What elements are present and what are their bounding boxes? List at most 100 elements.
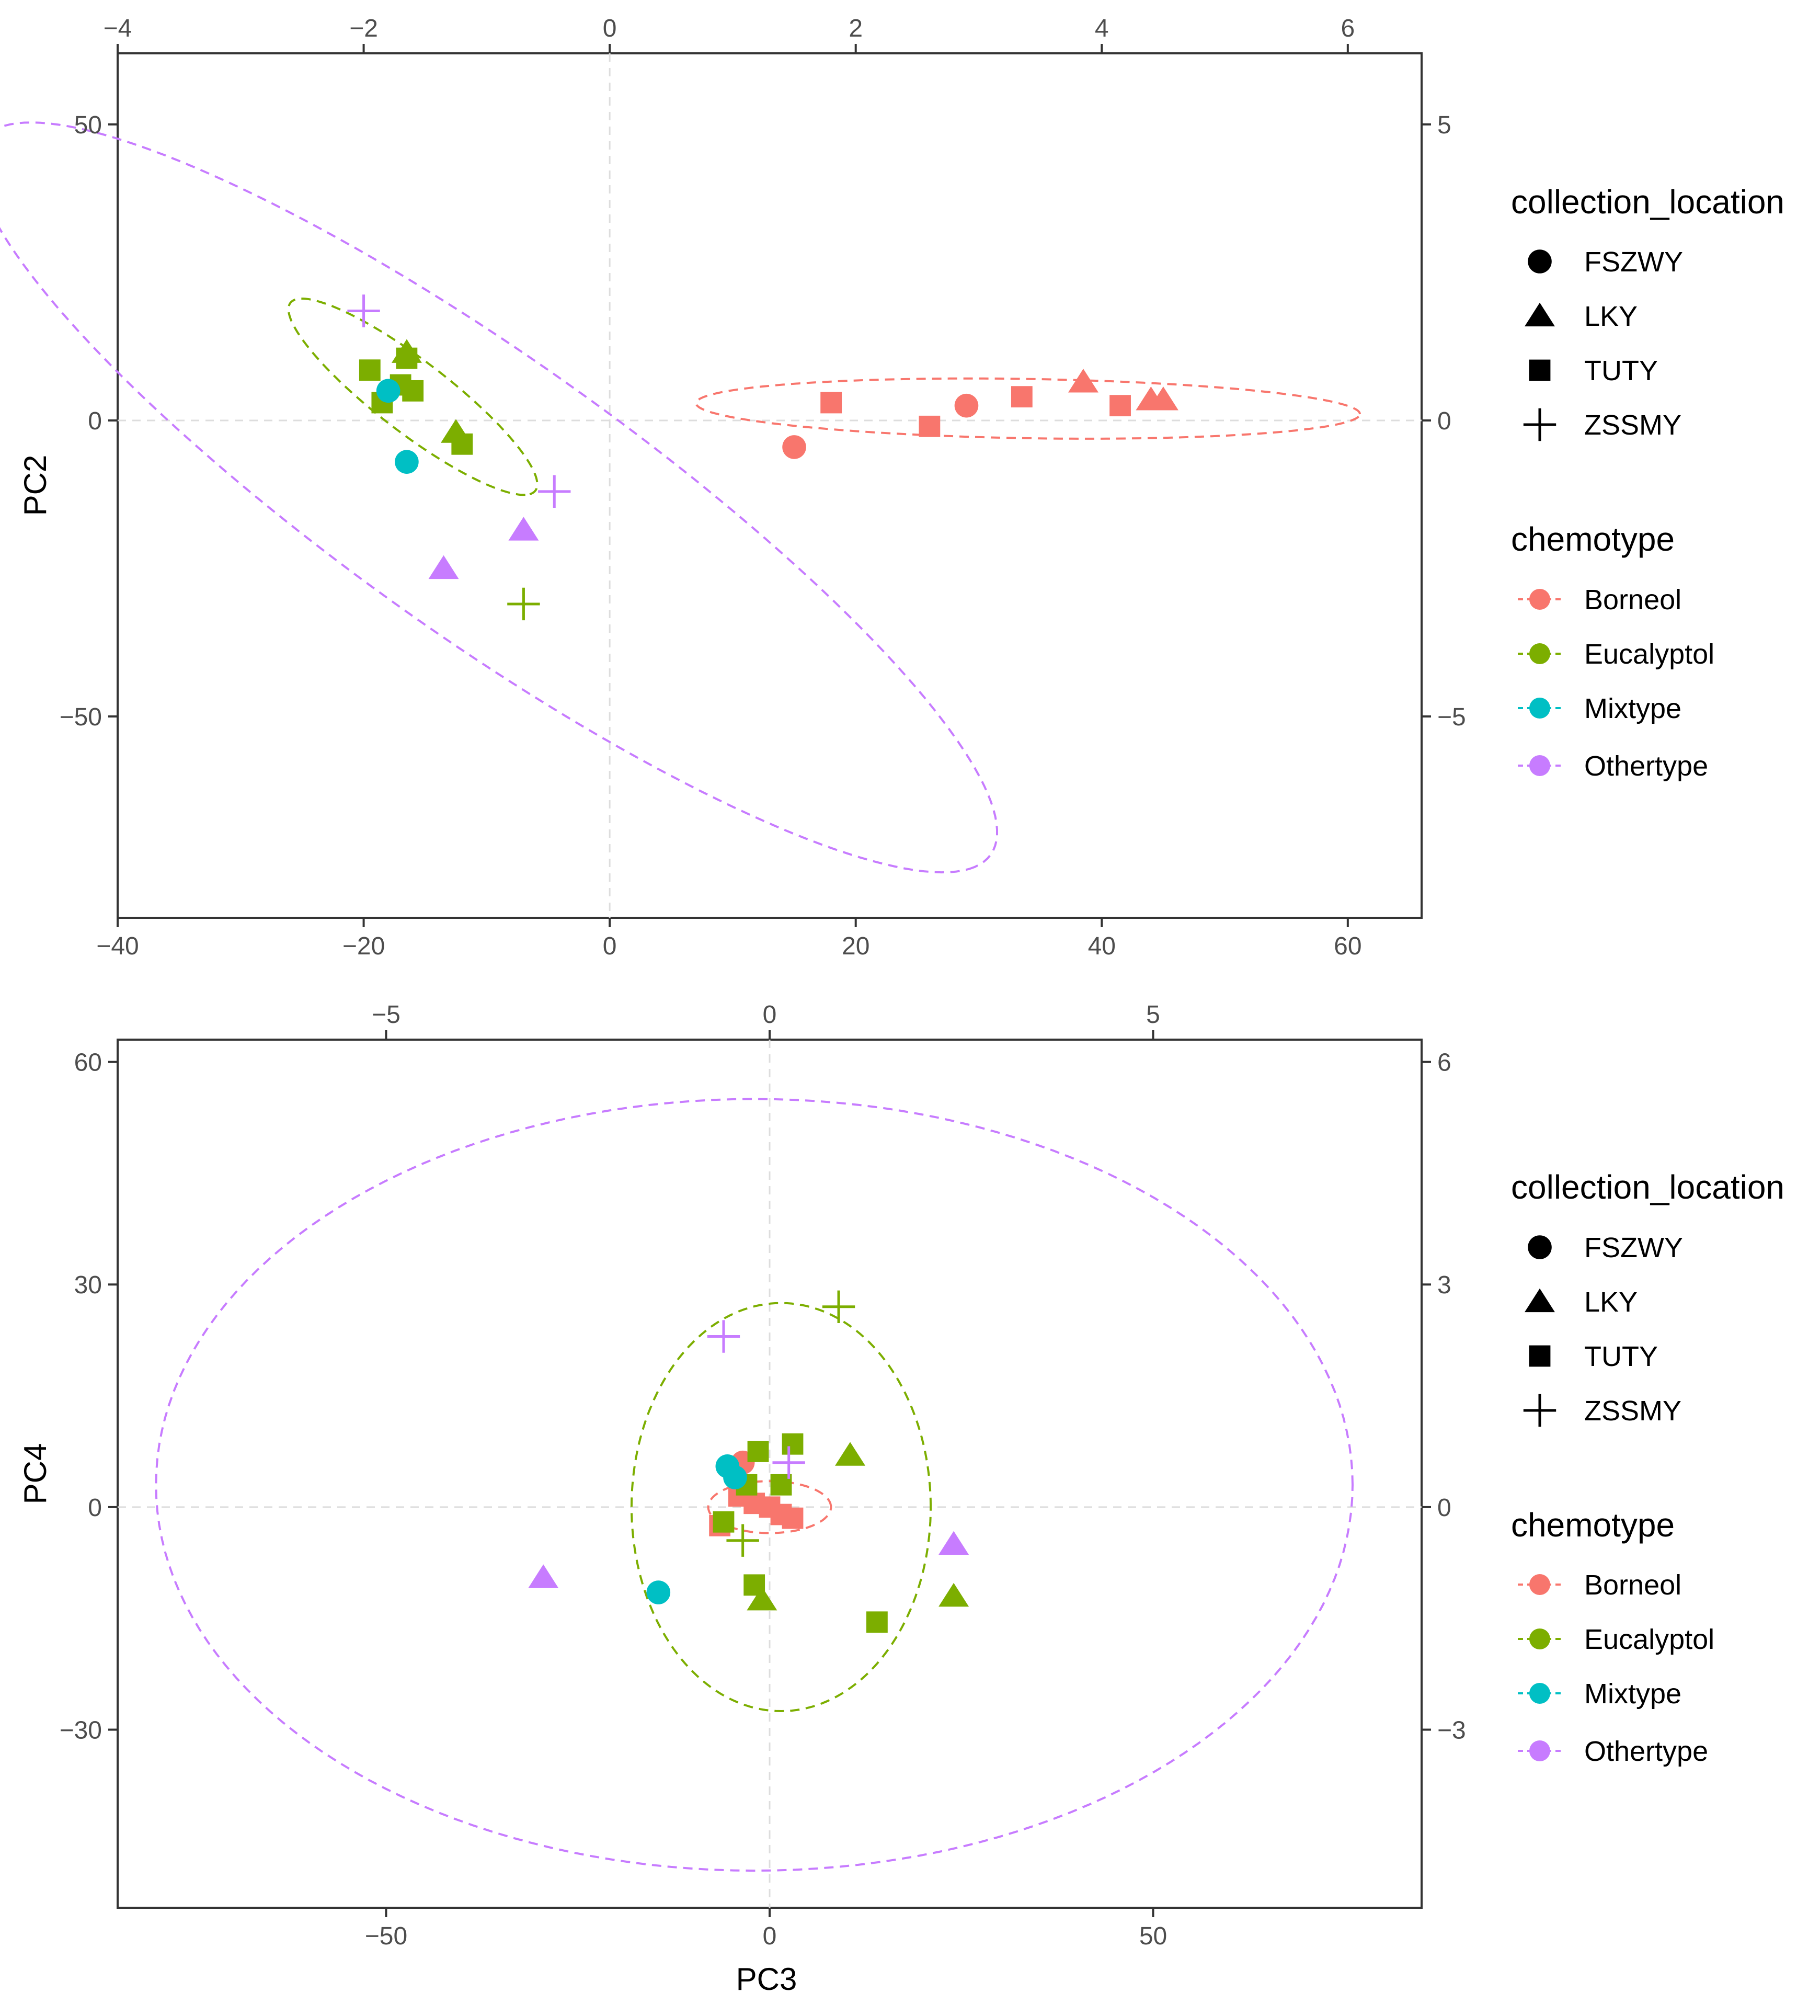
- data-point-othertype-plus: [347, 294, 380, 327]
- data-point-eucalyptol-plus: [507, 587, 540, 621]
- legend-label: ZSSMY: [1584, 1395, 1681, 1427]
- data-point-borneol-triangle: [1068, 369, 1098, 393]
- y-tick-label: 0: [88, 1494, 102, 1522]
- x-tick-label: −50: [365, 1922, 407, 1950]
- data-point-othertype-triangle: [528, 1564, 559, 1588]
- data-point-eucalyptol-triangle: [835, 1442, 866, 1466]
- legend-color-title: chemotype: [1511, 520, 1675, 558]
- legend-item-fszwy: FSZWY: [1528, 246, 1683, 278]
- data-point-mixtype-circle: [646, 1580, 671, 1604]
- top-tick-label: 0: [763, 1001, 777, 1029]
- data-point-othertype-plus: [707, 1320, 740, 1353]
- legend-label: FSZWY: [1584, 1232, 1683, 1263]
- legend-key-dot: [1529, 1574, 1550, 1595]
- y-tick-label: 30: [74, 1271, 102, 1299]
- legend-color-title: chemotype: [1511, 1506, 1675, 1544]
- legend-label: ZSSMY: [1584, 409, 1681, 441]
- legend-label: Othertype: [1584, 1736, 1708, 1767]
- top-tick-label: 0: [603, 15, 617, 42]
- right-tick-label: 0: [1437, 407, 1451, 435]
- top-tick-label: 2: [849, 15, 863, 42]
- legend-label: Othertype: [1584, 750, 1708, 782]
- data-point-borneol-square: [1109, 395, 1131, 417]
- x-axis-title: PC3: [736, 1962, 797, 1997]
- legend-key-circle: [1528, 249, 1552, 274]
- legend-key-dot: [1529, 1628, 1550, 1649]
- data-point-borneol-triangle: [1148, 386, 1178, 411]
- legend-item-borneol: Borneol: [1518, 584, 1681, 616]
- plot-area: [117, 52, 1423, 919]
- legend-shape-title: collection_location: [1511, 183, 1784, 221]
- x-tick-label: −20: [342, 932, 385, 960]
- x-tick-label: 40: [1088, 932, 1116, 960]
- data-point-mixtype-circle: [723, 1465, 747, 1489]
- data-point-othertype-triangle: [428, 555, 459, 579]
- top-tick-label: −5: [372, 1001, 400, 1029]
- y-tick-label: −30: [60, 1716, 102, 1744]
- legend-label: Mixtype: [1584, 693, 1681, 724]
- legend-item-othertype: Othertype: [1518, 1736, 1708, 1767]
- data-point-borneol-square: [1011, 386, 1033, 408]
- legend-key-dot: [1529, 643, 1550, 664]
- legend-label: Eucalyptol: [1584, 1624, 1714, 1655]
- top-tick-label: 5: [1146, 1001, 1160, 1029]
- data-point-eucalyptol-square: [866, 1611, 888, 1633]
- legend-panel-1: collection_location FSZWY LKY TUTY ZSSMY ch…: [1511, 183, 1784, 782]
- x-tick-label: 0: [603, 932, 617, 960]
- data-point-mixtype-circle: [395, 450, 419, 474]
- legend-label: Borneol: [1584, 584, 1681, 616]
- x-tick-label: 60: [1334, 932, 1361, 960]
- legend-item-mixtype: Mixtype: [1518, 1678, 1681, 1710]
- legend-key-plus: [1523, 408, 1556, 441]
- data-point-eucalyptol-plus: [822, 1290, 855, 1323]
- legend-item-zssmy: ZSSMY: [1523, 1394, 1681, 1427]
- x-tick-label: 20: [842, 932, 869, 960]
- data-point-borneol-square: [820, 392, 842, 414]
- legend-key-dot: [1529, 698, 1550, 719]
- data-point-othertype-plus: [538, 475, 571, 508]
- legend-label: LKY: [1584, 1286, 1638, 1318]
- x-tick-label: 50: [1139, 1922, 1167, 1950]
- legend-item-mixtype: Mixtype: [1518, 693, 1681, 724]
- right-tick-label: 0: [1437, 1494, 1451, 1522]
- legend-item-fszwy: FSZWY: [1528, 1232, 1683, 1263]
- data-point-eucalyptol-triangle: [747, 1586, 777, 1611]
- legend-item-lky: LKY: [1525, 301, 1638, 332]
- y-tick-label: 50: [74, 111, 102, 139]
- top-tick-label: −2: [349, 15, 378, 42]
- legend-item-tuty: TUTY: [1529, 355, 1658, 386]
- y-tick-label: 0: [88, 407, 102, 435]
- legend-key-square: [1529, 1345, 1551, 1367]
- y-tick-label: −50: [60, 703, 102, 731]
- legend-item-othertype: Othertype: [1518, 750, 1708, 782]
- data-point-othertype-triangle: [938, 1531, 969, 1555]
- legend-label: Mixtype: [1584, 1678, 1681, 1710]
- legend-label: LKY: [1584, 301, 1638, 332]
- data-point-eucalyptol-plus: [726, 1524, 759, 1557]
- legend-key-dot: [1529, 755, 1550, 776]
- data-point-borneol-square: [919, 415, 941, 437]
- data-point-borneol-square: [782, 1507, 804, 1529]
- legend-key-triangle: [1525, 1288, 1555, 1313]
- legend-panel-2: collection_location FSZWY LKY TUTY ZSSMY ch…: [1511, 1168, 1784, 1767]
- legend-item-tuty: TUTY: [1529, 1341, 1658, 1372]
- right-tick-label: 5: [1437, 111, 1451, 139]
- data-point-eucalyptol-square: [747, 1441, 769, 1462]
- legend-label: Borneol: [1584, 1569, 1681, 1601]
- data-point-borneol-circle: [782, 435, 806, 459]
- data-point-eucalyptol-square: [782, 1433, 804, 1455]
- legend-key-plus: [1523, 1394, 1556, 1427]
- legend-key-triangle: [1525, 302, 1555, 327]
- data-point-eucalyptol-square: [359, 359, 381, 381]
- data-point-eucalyptol-triangle: [938, 1582, 969, 1607]
- legend-label: TUTY: [1584, 355, 1658, 386]
- data-point-othertype-triangle: [508, 517, 539, 541]
- legend-key-dot: [1529, 1740, 1550, 1761]
- x-tick-label: −40: [96, 932, 139, 960]
- x-tick-label: 0: [763, 1922, 777, 1950]
- right-tick-label: −3: [1437, 1716, 1466, 1744]
- confidence-ellipse-eucalyptol: [287, 298, 539, 496]
- legend-item-lky: LKY: [1525, 1286, 1638, 1318]
